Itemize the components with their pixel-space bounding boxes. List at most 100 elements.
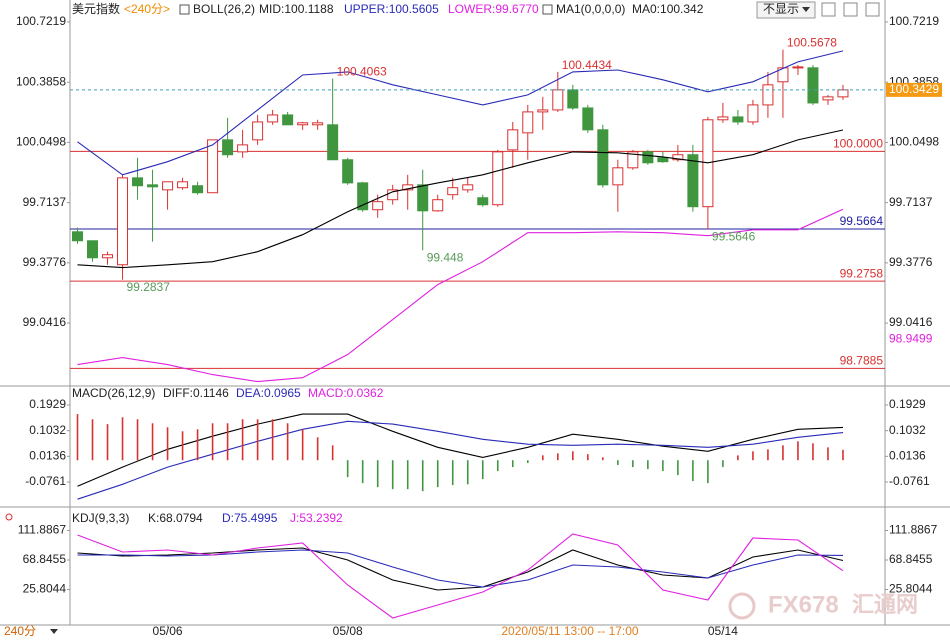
y-tick-label: 100.7219	[16, 14, 66, 28]
y-tick-label: 68.8455	[889, 552, 933, 566]
candle-body	[642, 151, 654, 164]
y-tick-label: 99.7137	[889, 195, 933, 209]
indicator-line	[77, 547, 844, 591]
legend-entry: K:68.0794	[148, 511, 203, 525]
legend-name: DIFF:	[163, 386, 193, 400]
legend-name: K:	[148, 511, 159, 525]
settings-icon[interactable]	[5, 513, 13, 521]
candle-body	[612, 167, 624, 186]
legend-value: 0.0362	[347, 386, 384, 400]
candle-body	[837, 89, 849, 98]
period-tab[interactable]: 240分	[4, 624, 36, 638]
candle-body	[567, 89, 579, 109]
y-tick-label: 99.7137	[23, 195, 67, 209]
legend-name: LOWER:	[448, 2, 495, 16]
legend-name: D:	[222, 511, 234, 525]
crosshair-time: 2020/05/11 13:00 -- 17:00	[501, 624, 639, 638]
candle-body	[312, 122, 324, 126]
period-label[interactable]: <240分>	[124, 2, 170, 16]
candle-body	[537, 109, 549, 113]
dropdown[interactable]	[756, 1, 816, 19]
candle-body	[477, 197, 489, 206]
y-tick-label: 99.0416	[23, 315, 67, 329]
legend-entry: LOWER:99.6770	[448, 2, 539, 16]
candle-body	[582, 107, 594, 131]
level-label: 100.0000	[833, 136, 883, 150]
x-tick-label: 05/14	[708, 624, 738, 638]
candle-body	[462, 184, 474, 191]
icon-button[interactable]	[821, 2, 836, 17]
indicator-line	[77, 208, 844, 383]
legend-entry: MID:100.1188	[259, 2, 334, 16]
y-tick-label: 100.7219	[889, 14, 939, 28]
candle-body	[387, 189, 399, 201]
candle-body	[327, 124, 339, 161]
candle-body	[717, 116, 729, 121]
indicator-name: KDJ(9,3,3)	[72, 511, 129, 525]
y-tick-label: 111.8867	[889, 523, 938, 537]
checkbox[interactable]	[179, 4, 190, 15]
candle-body	[87, 240, 99, 259]
icon-button[interactable]	[843, 2, 858, 17]
candle-body	[417, 184, 429, 212]
candle-body	[72, 231, 84, 242]
y-tick-label: 100.0498	[16, 135, 66, 149]
candle-body	[747, 104, 759, 123]
high-annotation: 100.4434	[562, 58, 612, 72]
watermark-logo	[728, 592, 756, 620]
indicator-line	[77, 549, 844, 588]
y-tick-label: 68.8455	[23, 552, 67, 566]
candle-body	[252, 121, 264, 141]
indicator-line	[77, 533, 844, 619]
candle-body	[627, 151, 639, 169]
icon-button[interactable]	[865, 2, 880, 17]
y-tick-label: 25.8044	[23, 582, 67, 596]
price-tag	[886, 82, 942, 97]
candle-body	[777, 67, 789, 83]
y-tick-label: 0.1929	[29, 397, 66, 411]
legend-value: 75.4995	[234, 511, 278, 525]
candle-body	[297, 122, 309, 126]
candle-body	[732, 116, 744, 123]
y-tick-label: -0.0761	[25, 474, 66, 488]
candle-body	[117, 177, 129, 266]
watermark-brand: FX678	[768, 591, 839, 618]
indicator-line	[77, 420, 844, 500]
candle-body	[507, 129, 519, 151]
x-tick-label: 05/08	[333, 624, 363, 638]
tab-arrow[interactable]	[50, 629, 58, 634]
y-tick-label: 99.3776	[23, 255, 67, 269]
y-tick-label: 0.0136	[29, 448, 66, 462]
legend-value: 100.1188	[284, 2, 333, 16]
y-tick-label: 100.0498	[889, 135, 939, 149]
y-tick-label: 0.1032	[29, 423, 66, 437]
candle-body	[447, 187, 459, 196]
dropdown-label[interactable]: 不显示	[763, 2, 799, 16]
indicator-name: BOLL(26,2)	[193, 2, 255, 16]
candle-body	[522, 111, 534, 134]
x-tick-label: 05/06	[153, 624, 183, 638]
watermark-name: 汇通网	[852, 592, 918, 617]
candle-body	[792, 66, 804, 69]
candle-body	[552, 89, 564, 111]
legend-entry: MACD:0.0362	[308, 386, 384, 400]
candle-body	[807, 67, 819, 104]
checkbox[interactable]	[542, 4, 553, 15]
legend-entry: DEA:0.0965	[236, 386, 301, 400]
candle-body	[687, 154, 699, 208]
candle-body	[267, 114, 279, 123]
indicator-line	[77, 413, 844, 487]
legend-entry: UPPER:100.5605	[344, 2, 439, 16]
candle-body	[177, 181, 189, 189]
chart-title: 美元指数	[72, 1, 120, 16]
legend-value: 53.2392	[299, 511, 343, 525]
legend-value: 100.342	[660, 2, 704, 16]
price-tag-label: 100.3429	[889, 82, 939, 96]
candle-body	[132, 177, 144, 187]
ma1-label: MA1(0,0,0,0)	[556, 2, 625, 16]
y-tick-label: 0.1929	[889, 397, 926, 411]
candle-body	[342, 159, 354, 184]
legend-value: 100.5605	[389, 2, 439, 16]
dropdown-arrow[interactable]	[802, 7, 810, 12]
